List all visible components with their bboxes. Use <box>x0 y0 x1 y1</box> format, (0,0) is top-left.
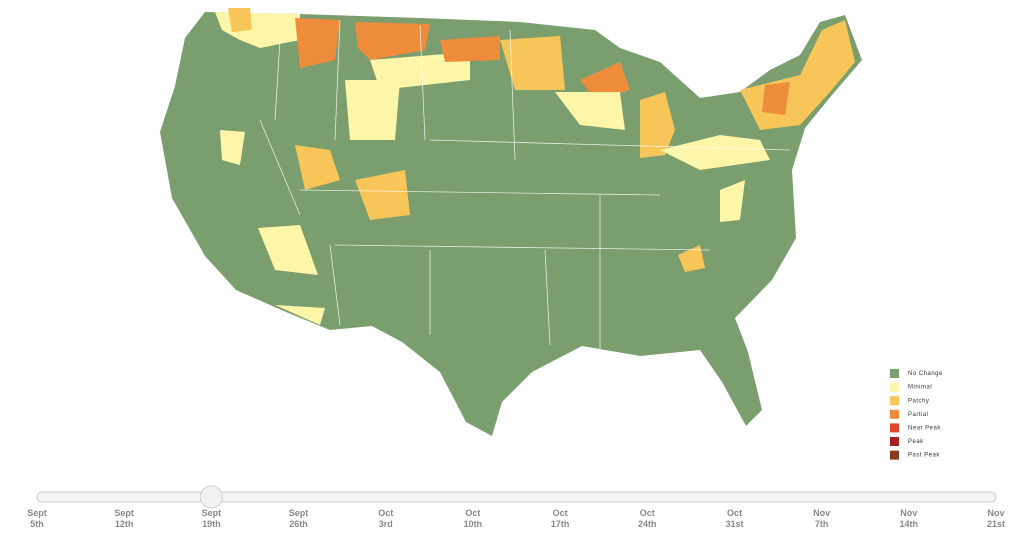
legend-label: Past Peak <box>908 453 940 459</box>
legend-label: Partial <box>908 412 929 418</box>
legend: No Change Minimal Patchy Partial Near Peak Pe… <box>890 369 943 460</box>
slider-tick-label[interactable]: 21st <box>987 519 1005 529</box>
slider-tick-label[interactable]: Nov <box>987 508 1004 518</box>
slider-tick-label[interactable]: Oct <box>727 508 742 518</box>
legend-swatch <box>890 396 899 406</box>
slider-tick-label[interactable]: Sept <box>202 508 222 518</box>
slider-tick-label[interactable]: 31st <box>725 519 743 529</box>
region-patchy <box>678 245 705 272</box>
region-patchy <box>355 170 410 220</box>
region-patchy <box>640 92 675 158</box>
legend-label: Patchy <box>908 398 929 404</box>
us-map <box>160 8 862 436</box>
slider-track[interactable] <box>36 491 997 503</box>
region-minimal <box>720 180 745 222</box>
region-minimal <box>555 92 625 130</box>
slider-tick-label[interactable]: 14th <box>900 519 919 529</box>
slider-tick-label[interactable]: Sept <box>114 508 134 518</box>
legend-label: Peak <box>908 439 924 445</box>
legend-label: No Change <box>908 371 943 377</box>
slider-tick-label[interactable]: Nov <box>813 508 830 518</box>
slider-tick-label[interactable]: Sept <box>27 508 47 518</box>
slider-tick-label[interactable]: 19th <box>202 519 221 529</box>
slider-tick-label[interactable]: Oct <box>640 508 655 518</box>
legend-label: Minimal <box>908 385 932 391</box>
date-slider: Sept5thSept12thSept19thSept26thOct3rdOct… <box>27 485 1005 529</box>
region-partial <box>580 62 630 100</box>
legend-swatch <box>890 450 899 460</box>
region-minimal <box>220 130 245 165</box>
slider-tick-label[interactable]: 5th <box>30 519 44 529</box>
slider-tick-label[interactable]: Oct <box>378 508 393 518</box>
legend-swatch <box>890 437 899 446</box>
region-partial <box>295 18 340 68</box>
state-borders <box>259 19 791 350</box>
region-minimal <box>258 225 318 275</box>
legend-swatch <box>890 382 899 392</box>
slider-tick-label[interactable]: 10th <box>464 519 483 529</box>
slider-tick-label[interactable]: Oct <box>465 508 480 518</box>
region-minimal <box>660 135 770 170</box>
region-patchy <box>295 145 340 190</box>
us-land <box>160 12 862 436</box>
slider-tick-label[interactable]: 24th <box>638 519 657 529</box>
region-partial <box>355 22 430 60</box>
slider-tick-label[interactable]: 12th <box>115 519 134 529</box>
region-minimal <box>345 80 400 140</box>
legend-swatch <box>890 423 899 433</box>
region-patchy <box>228 8 252 32</box>
slider-handle[interactable] <box>199 485 223 509</box>
slider-tick-label[interactable]: Nov <box>900 508 917 518</box>
legend-swatch <box>890 369 899 378</box>
slider-tick-label[interactable]: 3rd <box>379 519 393 529</box>
region-patchy <box>500 36 565 90</box>
slider-tick-label[interactable]: Oct <box>553 508 568 518</box>
region-minimal <box>275 305 325 325</box>
slider-tick-label[interactable]: 7th <box>815 519 829 529</box>
region-partial <box>762 82 790 115</box>
slider-tick-label[interactable]: 26th <box>289 519 308 529</box>
legend-label: Near Peak <box>908 425 941 431</box>
slider-tick-label[interactable]: Sept <box>289 508 309 518</box>
legend-swatch <box>890 409 899 419</box>
slider-tick-label[interactable]: 17th <box>551 519 570 529</box>
region-partial <box>440 36 500 62</box>
